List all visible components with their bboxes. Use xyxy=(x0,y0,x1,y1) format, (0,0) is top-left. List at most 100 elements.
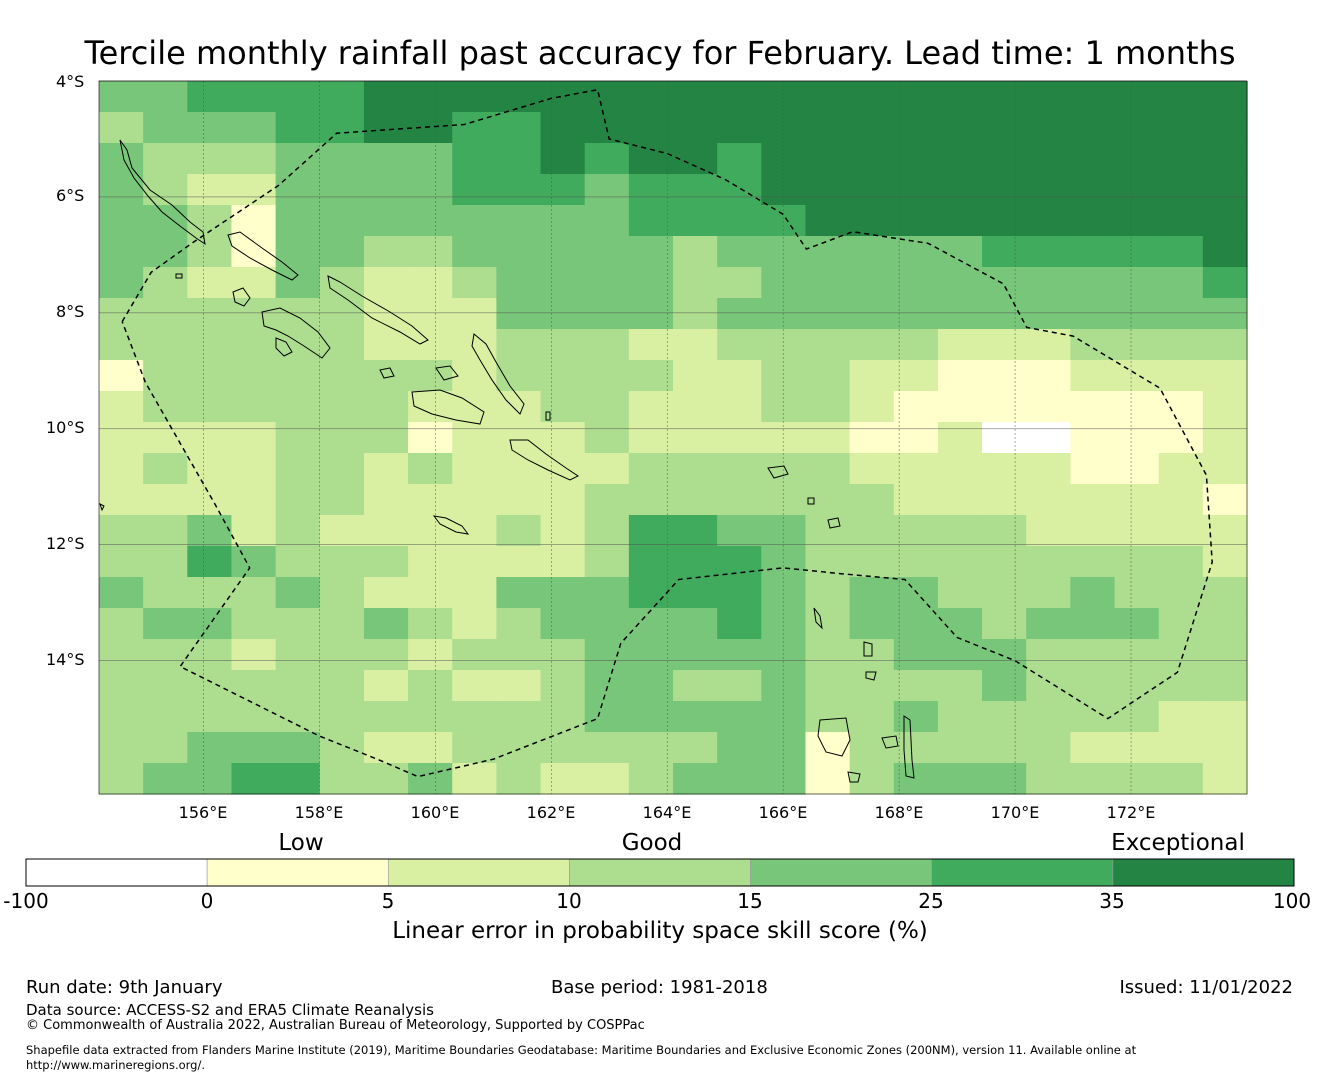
skill-cell xyxy=(982,670,1027,702)
skill-cell xyxy=(1114,453,1160,485)
skill-cell xyxy=(805,639,851,671)
skill-cell xyxy=(99,763,144,795)
skill-cell xyxy=(231,515,277,547)
skill-cell xyxy=(496,360,542,392)
skill-cell xyxy=(231,732,277,764)
colorbar-segment xyxy=(1112,858,1295,887)
skill-cell xyxy=(1158,112,1204,144)
skill-cell xyxy=(1070,174,1116,206)
skill-cell xyxy=(761,608,807,640)
skill-cell xyxy=(628,205,674,237)
skill-cell xyxy=(628,608,674,640)
skill-cell xyxy=(231,112,277,144)
skill-cell xyxy=(761,670,807,702)
skill-cell xyxy=(540,608,586,640)
colorbar-category-good: Good xyxy=(621,830,683,856)
skill-cell xyxy=(982,174,1027,206)
skill-cell xyxy=(717,298,762,330)
skill-cell xyxy=(1070,453,1116,485)
lat-label: 4°S xyxy=(56,72,85,91)
skill-cell xyxy=(628,453,674,485)
skill-cell xyxy=(496,577,542,609)
skill-cell xyxy=(1114,329,1160,361)
skill-cell xyxy=(363,701,409,733)
skill-cell xyxy=(1070,267,1116,299)
skill-cell xyxy=(584,453,630,485)
skill-cell xyxy=(540,267,586,299)
skill-cell xyxy=(584,608,630,640)
skill-cell xyxy=(849,174,895,206)
skill-cell xyxy=(99,670,144,702)
skill-cell xyxy=(717,360,762,392)
skill-cell xyxy=(319,112,365,144)
skill-cell xyxy=(319,515,365,547)
skill-cell xyxy=(717,391,762,423)
skill-cell xyxy=(1158,81,1204,113)
skill-cell xyxy=(849,329,895,361)
skill-cell xyxy=(673,670,718,702)
copyright: © Commonwealth of Australia 2022, Austra… xyxy=(26,1018,645,1033)
skill-cell xyxy=(1202,608,1248,640)
colorbar-segment xyxy=(25,858,208,887)
skill-cell xyxy=(540,422,586,454)
skill-cell xyxy=(584,143,630,175)
skill-cell xyxy=(1026,701,1071,733)
skill-cell xyxy=(805,360,851,392)
skill-cell xyxy=(143,670,188,702)
skill-cell xyxy=(849,391,895,423)
skill-cell xyxy=(1070,546,1116,578)
skill-cell xyxy=(893,639,939,671)
skill-cell xyxy=(363,608,409,640)
skill-cell xyxy=(275,143,321,175)
skill-cell xyxy=(761,391,807,423)
skill-cell xyxy=(893,298,939,330)
skill-cell xyxy=(540,236,586,268)
skill-cell xyxy=(99,453,144,485)
skill-cell xyxy=(761,298,807,330)
eez-boundary xyxy=(121,88,1213,778)
skill-cell xyxy=(1202,639,1248,671)
skill-cell xyxy=(893,236,939,268)
island-santa-cruz xyxy=(767,465,789,479)
skill-cell xyxy=(584,360,630,392)
skill-cell xyxy=(496,174,542,206)
skill-cell xyxy=(99,546,144,578)
colorbar-segment xyxy=(931,858,1114,887)
skill-cell xyxy=(496,484,542,516)
island-small-1 xyxy=(807,497,815,505)
skill-cell xyxy=(1114,267,1160,299)
skill-cell xyxy=(1158,391,1204,423)
skill-cell xyxy=(628,360,674,392)
skill-cell xyxy=(143,422,188,454)
skill-cell xyxy=(1202,205,1248,237)
skill-cell xyxy=(584,515,630,547)
skill-cell xyxy=(805,422,851,454)
skill-cell xyxy=(717,422,762,454)
skill-cell xyxy=(1114,732,1160,764)
skill-cell xyxy=(1158,732,1204,764)
skill-cell xyxy=(673,639,718,671)
skill-cell xyxy=(805,732,851,764)
skill-cell xyxy=(408,701,453,733)
skill-cell xyxy=(584,546,630,578)
skill-cell xyxy=(1202,763,1248,795)
skill-cell xyxy=(540,670,586,702)
skill-cell xyxy=(1158,267,1204,299)
skill-cell xyxy=(584,236,630,268)
skill-cell xyxy=(849,763,895,795)
skill-cell xyxy=(319,577,365,609)
skill-cell xyxy=(893,546,939,578)
skill-cell xyxy=(452,639,497,671)
skill-cell xyxy=(937,732,983,764)
skill-cell xyxy=(231,608,277,640)
skill-cell xyxy=(805,329,851,361)
colorbar-tick: 0 xyxy=(200,889,214,913)
skill-cell xyxy=(584,577,630,609)
skill-cell xyxy=(496,453,542,485)
skill-cell xyxy=(275,546,321,578)
skill-cell xyxy=(1026,608,1071,640)
skill-cell xyxy=(1026,484,1071,516)
skill-cell xyxy=(761,639,807,671)
skill-cell xyxy=(849,670,895,702)
skill-cell xyxy=(231,484,277,516)
